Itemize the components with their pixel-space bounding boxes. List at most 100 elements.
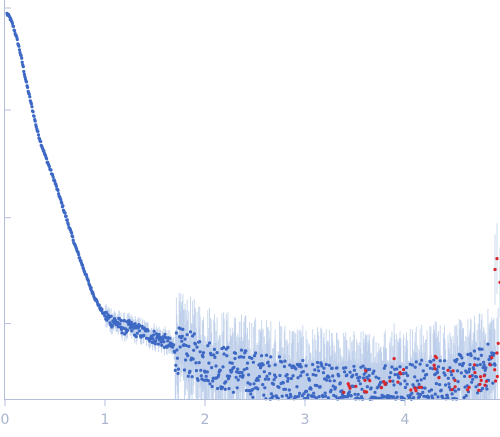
- data-point: [421, 369, 425, 373]
- data-point: [304, 364, 308, 368]
- data-point: [421, 390, 425, 394]
- data-point-negative: [494, 379, 498, 383]
- data-point: [47, 164, 51, 168]
- data-point: [212, 347, 216, 351]
- data-point: [227, 387, 231, 391]
- data-point: [274, 375, 278, 379]
- data-point: [100, 307, 104, 312]
- data-point: [235, 386, 239, 390]
- data-point: [269, 392, 273, 396]
- data-point-negative: [368, 379, 372, 383]
- data-point: [212, 353, 216, 357]
- data-point: [312, 391, 316, 395]
- data-point-negative: [432, 363, 436, 367]
- data-point: [333, 385, 337, 390]
- data-point: [362, 376, 366, 380]
- data-point: [178, 345, 182, 349]
- data-point: [383, 364, 387, 368]
- data-point: [211, 379, 215, 383]
- data-point: [286, 379, 290, 383]
- data-point: [128, 326, 132, 330]
- data-point: [201, 351, 206, 355]
- data-point: [288, 363, 292, 367]
- data-point: [63, 211, 67, 215]
- data-point: [182, 368, 187, 372]
- data-point: [207, 361, 211, 365]
- data-point: [450, 392, 454, 396]
- data-point: [285, 373, 289, 377]
- data-point: [199, 374, 203, 378]
- data-point: [217, 373, 221, 377]
- data-point: [122, 318, 126, 323]
- data-point: [192, 332, 196, 336]
- data-point-negative: [453, 378, 457, 382]
- data-point: [352, 368, 356, 372]
- data-point: [36, 129, 40, 133]
- data-point: [33, 119, 37, 123]
- data-point: [456, 380, 460, 384]
- data-point: [306, 393, 310, 397]
- data-point: [137, 329, 141, 333]
- data-point: [239, 355, 243, 359]
- data-point: [210, 384, 214, 389]
- data-point: [130, 322, 134, 326]
- data-point: [233, 356, 237, 361]
- data-point: [414, 360, 418, 364]
- data-point: [327, 375, 331, 379]
- data-point: [26, 85, 30, 89]
- data-point-negative: [417, 385, 421, 390]
- data-point: [277, 355, 282, 359]
- data-point: [322, 366, 326, 370]
- data-point: [482, 360, 486, 364]
- data-point: [278, 373, 282, 378]
- data-point: [289, 394, 293, 399]
- data-point: [230, 361, 234, 365]
- data-point: [317, 369, 321, 373]
- data-point-negative: [437, 376, 441, 380]
- data-point: [66, 222, 70, 227]
- data-point: [321, 395, 325, 399]
- data-point: [260, 354, 264, 358]
- data-point: [395, 367, 399, 371]
- data-point: [351, 384, 355, 388]
- data-point-negative: [453, 385, 457, 389]
- data-point: [484, 366, 488, 370]
- data-point: [195, 345, 199, 349]
- data-point: [321, 371, 326, 375]
- data-point-negative: [379, 386, 383, 390]
- data-point: [493, 363, 497, 367]
- data-point: [398, 382, 403, 386]
- data-point-negative: [392, 357, 396, 361]
- data-point: [420, 358, 424, 362]
- data-point: [180, 339, 184, 343]
- data-point-negative: [484, 379, 489, 383]
- data-point: [19, 54, 23, 58]
- ticks-layer: 0 1 2 3 4: [1, 7, 410, 428]
- data-point: [97, 303, 101, 307]
- data-point: [348, 370, 352, 374]
- data-point: [77, 253, 81, 257]
- data-point: [103, 314, 107, 318]
- data-point: [226, 345, 230, 350]
- data-point: [287, 388, 291, 392]
- data-point: [403, 379, 407, 383]
- data-point: [349, 394, 353, 398]
- data-point: [119, 318, 123, 323]
- data-point: [462, 396, 466, 400]
- data-point: [120, 331, 124, 335]
- data-point: [415, 379, 419, 383]
- data-point: [78, 256, 82, 260]
- data-point: [291, 374, 295, 378]
- data-point: [225, 354, 229, 358]
- data-point: [441, 366, 445, 370]
- data-point: [367, 374, 371, 378]
- data-point-negative: [495, 351, 499, 355]
- data-point: [377, 376, 381, 380]
- points-layer: [5, 11, 500, 401]
- data-point: [317, 395, 321, 399]
- data-point: [160, 343, 164, 347]
- data-point: [247, 389, 251, 393]
- data-point: [435, 370, 440, 374]
- data-point: [60, 201, 64, 205]
